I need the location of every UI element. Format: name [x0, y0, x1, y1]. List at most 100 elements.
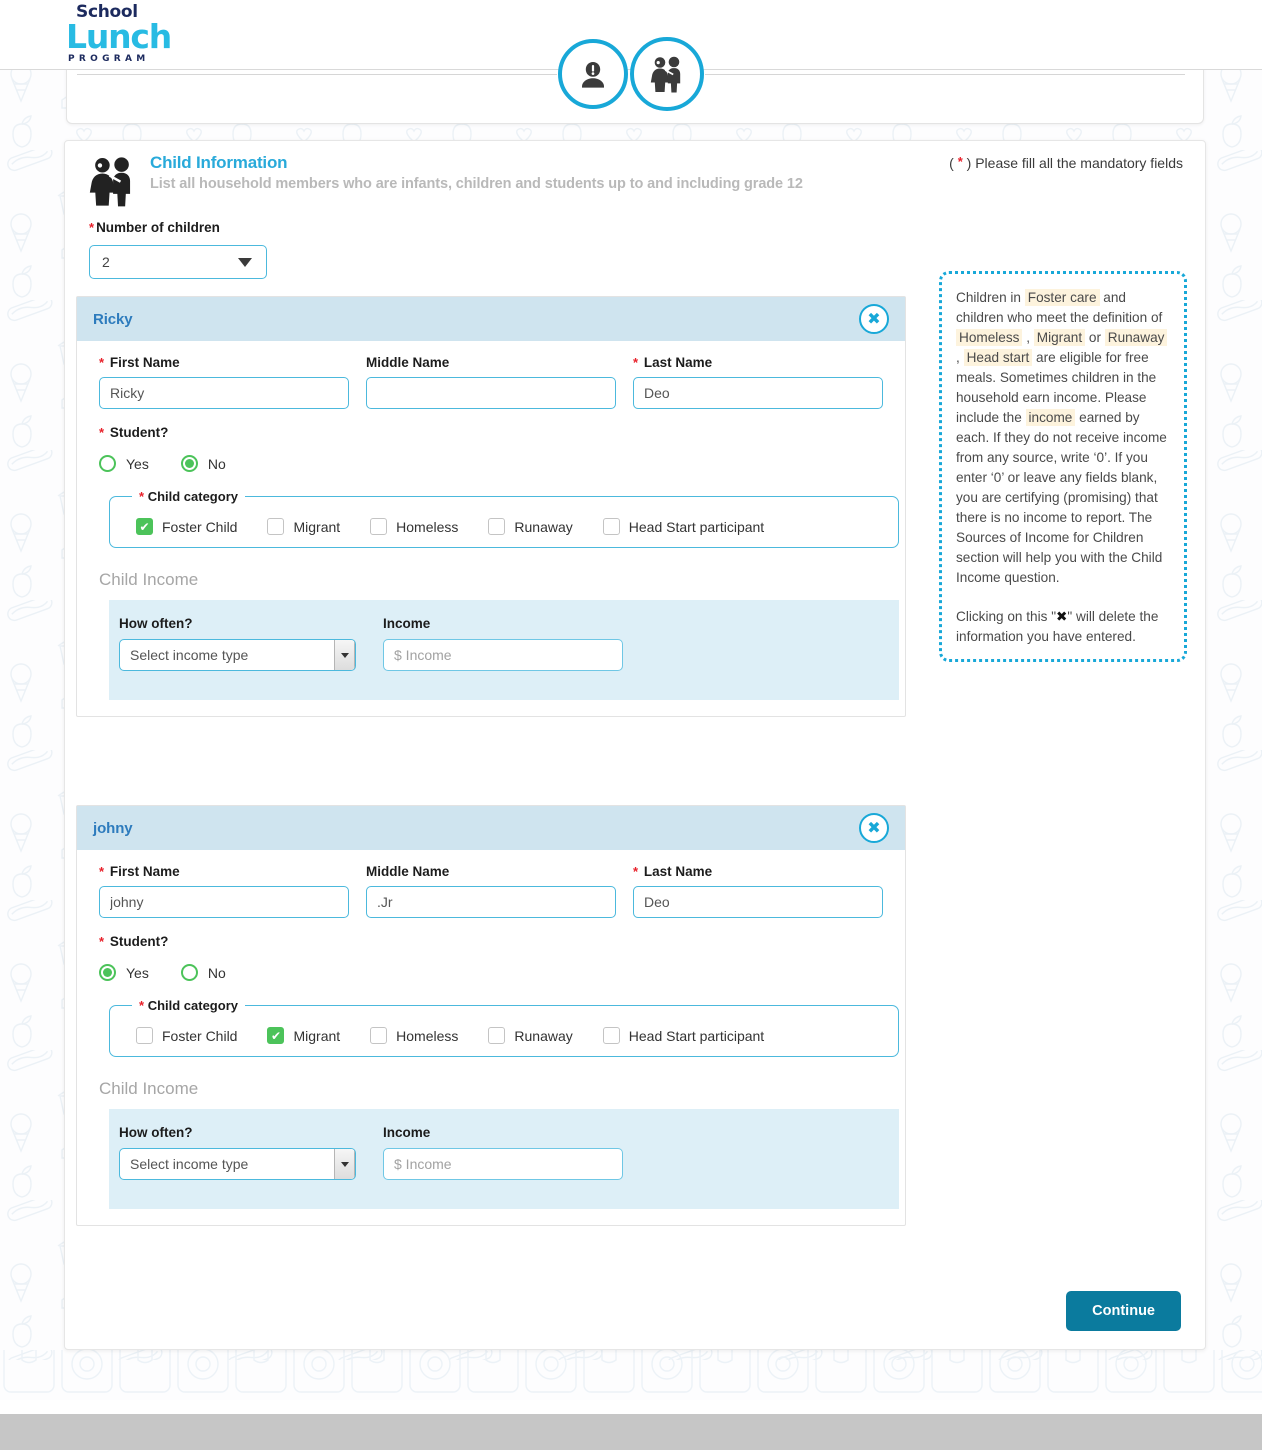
category-label: Migrant	[293, 518, 341, 535]
checkbox-head-start[interactable]: ✔	[602, 518, 620, 535]
child-category-fieldset: * Child category ✔ Foster Child ✔ Migran…	[109, 489, 899, 548]
first-name-input[interactable]	[99, 377, 349, 409]
child-panel-body: * First Name Middle Name * Last Name * S…	[77, 341, 905, 716]
checkbox-runaway[interactable]: ✔	[488, 1027, 506, 1044]
child-category-options: ✔ Foster Child ✔ Migrant ✔ Homeless ✔ Ru…	[110, 510, 898, 535]
student-no-radio[interactable]	[180, 455, 198, 472]
checkbox-foster-child[interactable]: ✔	[136, 1027, 153, 1044]
checkbox-homeless[interactable]: ✔	[370, 1027, 388, 1044]
required-asterisk: *	[633, 864, 639, 879]
student-yes-radio[interactable]	[99, 455, 116, 472]
continue-button[interactable]: Continue	[1066, 1291, 1181, 1331]
category-runaway[interactable]: ✔ Runaway	[488, 1027, 573, 1044]
last-name-field: * Last Name	[633, 355, 883, 409]
required-asterisk: *	[139, 998, 145, 1013]
tooltip-text: ,	[1022, 330, 1034, 345]
income-input[interactable]	[383, 1148, 623, 1180]
children-step[interactable]	[630, 37, 704, 111]
child-income-heading: Child Income	[99, 570, 199, 589]
close-icon: ✖	[1056, 609, 1068, 625]
child-information-card: Child Information List all household mem…	[64, 140, 1206, 1350]
child-income-box: How often? Select income type Income	[109, 1109, 899, 1209]
required-asterisk: *	[99, 934, 105, 949]
how-often-field: How often? Select income type	[119, 616, 356, 671]
category-head-start[interactable]: ✔ Head Start participant	[602, 1027, 764, 1044]
checkbox-migrant[interactable]: ✔	[267, 518, 285, 535]
student-label: * Student?	[99, 934, 168, 949]
student-no-radio[interactable]	[180, 964, 198, 981]
checkbox-migrant[interactable]: ✔	[267, 1027, 285, 1044]
student-no-label: No	[207, 964, 226, 981]
tooltip-highlight: Migrant	[1033, 329, 1086, 346]
section-children-icon	[81, 155, 143, 212]
footer-bar	[0, 1414, 1262, 1450]
brand-logo[interactable]: School Lunch PROGRAM	[66, 4, 176, 65]
brand-logo-program: PROGRAM	[68, 54, 150, 64]
category-migrant[interactable]: ✔ Migrant	[267, 1027, 340, 1044]
checkbox-foster-child[interactable]: ✔	[136, 518, 153, 535]
mandatory-fields-note: ( * ) Please fill all the mandatory fiel…	[949, 155, 1183, 172]
category-homeless[interactable]: ✔ Homeless	[370, 1027, 458, 1044]
required-asterisk: *	[139, 489, 145, 504]
first-name-input[interactable]	[99, 886, 349, 918]
income-label: Income	[383, 616, 431, 631]
last-name-label: * Last Name	[633, 864, 883, 879]
category-runaway[interactable]: ✔ Runaway	[488, 518, 573, 535]
middle-name-label: Middle Name	[366, 355, 450, 370]
last-name-input[interactable]	[633, 377, 883, 409]
how-often-select[interactable]: Select income type	[119, 639, 356, 671]
middle-name-input[interactable]	[366, 377, 616, 409]
category-label: Foster Child	[162, 1027, 238, 1044]
required-asterisk: *	[633, 355, 639, 370]
brand-logo-school: School	[76, 2, 138, 22]
category-homeless[interactable]: ✔ Homeless	[370, 518, 458, 535]
tooltip-text: or	[1085, 330, 1105, 345]
first-name-field: * First Name	[99, 864, 349, 918]
last-name-label-text: Last Name	[643, 864, 713, 879]
income-amount-field: Income	[383, 1125, 623, 1180]
income-input[interactable]	[383, 639, 623, 671]
tooltip-highlight: Head start	[963, 349, 1033, 366]
last-name-input[interactable]	[633, 886, 883, 918]
checkbox-runaway[interactable]: ✔	[488, 518, 506, 535]
child-panel-name: johny	[93, 819, 133, 837]
how-often-value: Select income type	[130, 647, 249, 663]
category-label: Migrant	[293, 1027, 341, 1044]
tooltip-text: Children in	[956, 290, 1025, 305]
number-of-children-select[interactable]: 2	[89, 245, 267, 279]
step-connector-left	[77, 73, 557, 75]
category-head-start[interactable]: ✔ Head Start participant	[602, 518, 764, 535]
category-foster-child[interactable]: ✔ Foster Child	[136, 518, 237, 535]
middle-name-input[interactable]	[366, 886, 616, 918]
mandatory-note-prefix: (	[949, 155, 958, 171]
mandatory-note-suffix: ) Please fill all the mandatory fields	[962, 155, 1183, 171]
delete-child-button[interactable]: ✖	[859, 813, 889, 843]
help-tooltip-paragraph-1: Children in Foster care and children who…	[956, 288, 1170, 588]
how-often-select[interactable]: Select income type	[119, 1148, 356, 1180]
two-children-icon	[650, 56, 681, 93]
child-panel-body: * First Name Middle Name * Last Name * S…	[77, 850, 905, 1225]
tooltip-text: earned by each. If they do not receive i…	[956, 410, 1167, 585]
first-name-label-text: First Name	[109, 355, 180, 370]
help-tooltip-p2-after: " will delete the information you have e…	[956, 609, 1159, 644]
checkbox-homeless[interactable]: ✔	[370, 518, 388, 535]
how-often-field: How often? Select income type	[119, 1125, 356, 1180]
household-step[interactable]	[558, 39, 628, 109]
chevron-down-icon[interactable]	[334, 1149, 355, 1179]
category-migrant[interactable]: ✔ Migrant	[267, 518, 340, 535]
delete-child-button[interactable]: ✖	[859, 304, 889, 334]
checkbox-head-start[interactable]: ✔	[602, 1027, 620, 1044]
last-name-field: * Last Name	[633, 864, 883, 918]
category-label: Homeless	[396, 1027, 459, 1044]
child-category-legend-text: Child category	[147, 489, 238, 504]
income-label: Income	[383, 1125, 431, 1140]
chevron-down-icon[interactable]	[334, 640, 355, 670]
middle-name-field: Middle Name	[366, 355, 616, 409]
site-header: School Lunch PROGRAM	[0, 0, 1262, 70]
category-foster-child[interactable]: ✔ Foster Child	[136, 1027, 237, 1044]
first-name-label-text: First Name	[109, 864, 180, 879]
number-of-children-value: 2	[102, 254, 110, 270]
child-panel-name: Ricky	[93, 310, 133, 328]
number-of-children-label-text: Number of children	[96, 220, 220, 235]
student-yes-radio[interactable]	[99, 964, 116, 981]
